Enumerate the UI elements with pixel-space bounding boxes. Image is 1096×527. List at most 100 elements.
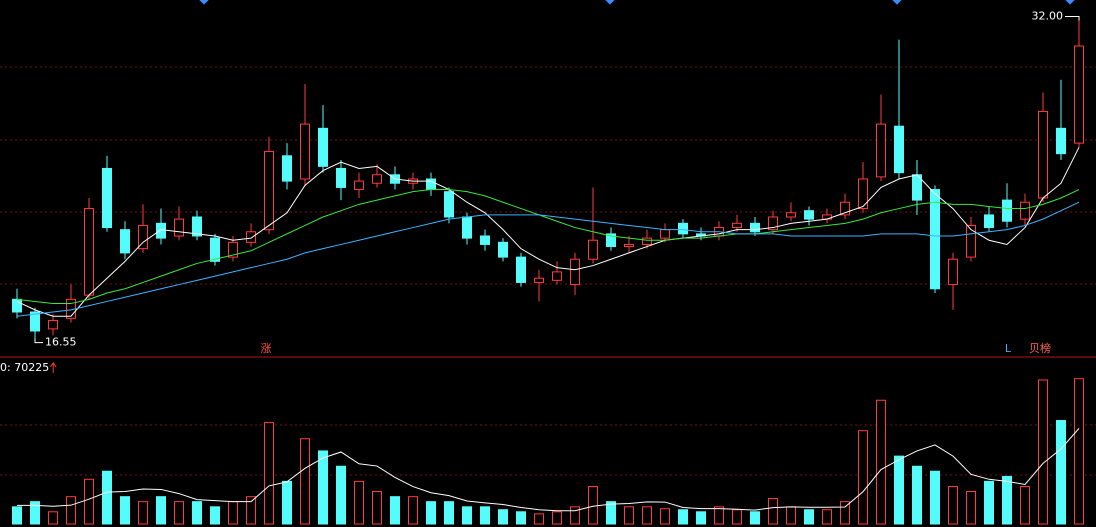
volume-bar xyxy=(246,496,256,525)
volume-bar xyxy=(372,491,382,525)
candle-body xyxy=(642,237,652,245)
volume-panel xyxy=(12,378,1084,525)
candle-body xyxy=(804,210,814,220)
volume-bar xyxy=(930,470,940,525)
volume-bar xyxy=(156,496,166,525)
candle-body xyxy=(660,229,670,239)
volume-bar xyxy=(408,496,418,525)
candle-body xyxy=(552,271,562,281)
candle-body xyxy=(102,167,112,229)
moving-average xyxy=(16,147,1080,317)
candle-body xyxy=(300,123,310,180)
volume-bar xyxy=(210,506,220,525)
candle-body xyxy=(786,212,796,218)
volume-bar xyxy=(858,430,868,525)
candle-body xyxy=(372,174,382,184)
candle-body xyxy=(534,277,544,283)
volume-title: 0: 70225 xyxy=(0,361,49,374)
candle-body xyxy=(948,258,958,286)
volume-bar xyxy=(1002,475,1012,525)
volume-bar xyxy=(282,480,292,525)
candle-body xyxy=(12,298,22,313)
event-label: 涨 xyxy=(261,342,272,355)
candle-body xyxy=(138,224,148,250)
candle-body xyxy=(336,167,346,188)
volume-bar xyxy=(498,509,508,525)
volume-bar xyxy=(804,509,814,525)
volume-bar xyxy=(966,491,976,525)
candle-body xyxy=(480,235,490,245)
candle-body xyxy=(678,222,688,235)
extreme-label: 16.55 xyxy=(45,336,77,349)
candle-body xyxy=(156,222,166,239)
candle-body xyxy=(210,237,220,262)
marker-diamond xyxy=(1064,0,1076,5)
volume-bar xyxy=(1074,378,1084,525)
volume-bar xyxy=(30,501,40,525)
volume-bar xyxy=(606,501,616,525)
volume-bar xyxy=(750,511,760,525)
candle-body xyxy=(264,151,274,231)
volume-bar xyxy=(516,511,526,525)
volume-bar xyxy=(570,506,580,525)
candle-body xyxy=(426,178,436,191)
volume-bar xyxy=(12,506,22,525)
volume-bar xyxy=(426,501,436,525)
volume-bar xyxy=(876,399,886,525)
candle-body xyxy=(228,241,238,258)
candle-body xyxy=(570,258,580,286)
volume-bar xyxy=(894,455,904,525)
volume-bar xyxy=(120,496,130,525)
volume-bar xyxy=(354,480,364,525)
candle-body xyxy=(984,214,994,229)
candle-body xyxy=(606,233,616,248)
candle-body xyxy=(840,201,850,216)
candle-body xyxy=(1074,45,1084,144)
volume-bar xyxy=(174,501,184,525)
volume-bar xyxy=(984,480,994,525)
moving-average xyxy=(16,201,1080,317)
volume-bar xyxy=(768,498,778,525)
candle-body xyxy=(768,216,778,231)
volume-bar xyxy=(948,486,958,525)
volume-bar xyxy=(696,511,706,525)
candle-body xyxy=(318,127,328,167)
candle-body xyxy=(732,222,742,229)
volume-bar xyxy=(588,486,598,525)
candle-body xyxy=(462,216,472,239)
trend-arrow xyxy=(49,362,57,373)
candle-body xyxy=(1038,110,1048,199)
candle-body xyxy=(48,319,58,330)
volume-bar xyxy=(660,508,670,525)
candle-body xyxy=(30,311,40,332)
candle-body xyxy=(282,155,292,182)
candle-body xyxy=(120,229,130,254)
candle-body xyxy=(876,123,886,178)
volume-bar xyxy=(552,511,562,525)
candle-body xyxy=(1002,199,1012,222)
volume-bar xyxy=(1020,486,1030,525)
volume-bar xyxy=(642,506,652,525)
volume-bar xyxy=(66,496,76,525)
volume-bar xyxy=(444,501,454,525)
candle-body xyxy=(498,241,508,258)
event-label: 贝榜 xyxy=(1029,341,1051,355)
extreme-leader xyxy=(1065,15,1080,21)
candle-body xyxy=(174,218,184,237)
candle-body xyxy=(192,216,202,237)
candle-body xyxy=(588,239,598,260)
candle-body xyxy=(1020,201,1030,220)
price-panel: 32.00 16.55 涨 L 贝榜 xyxy=(12,9,1084,355)
volume-bar xyxy=(264,422,274,525)
volume-bar xyxy=(138,501,148,525)
volume-bar xyxy=(480,506,490,525)
volume-bar xyxy=(462,506,472,525)
volume-bar xyxy=(624,506,634,525)
candle-body xyxy=(894,125,904,174)
moving-average xyxy=(16,189,1080,305)
volume-bar xyxy=(336,465,346,525)
candle-body xyxy=(1056,127,1066,155)
candle-body xyxy=(84,208,94,296)
